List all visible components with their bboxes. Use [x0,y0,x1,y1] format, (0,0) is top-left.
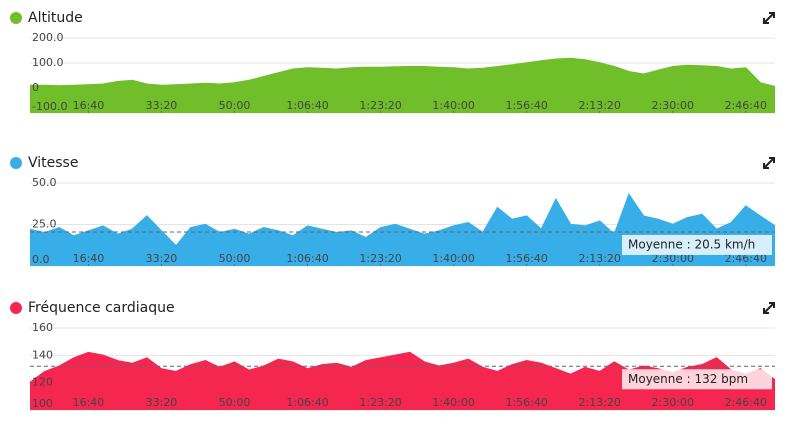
area-fill [30,352,775,410]
x-tick-label: 16:40 [73,396,105,409]
chart-title: Vitesse [28,155,78,171]
y-tick-label: 0 [32,81,39,94]
y-tick-label: 100 [32,397,53,410]
x-tick-label: 2:46:40 [725,396,767,409]
y-tick-label: 100.0 [32,56,64,69]
expand-icon[interactable] [763,12,775,314]
x-tick-label: 33:20 [146,99,178,112]
chart-panel: Fréquence cardiaque 100 120 140 160 16:40 33:2… [10,300,776,411]
x-tick-label: 1:40:00 [432,396,474,409]
x-tick-label: 33:20 [146,252,178,265]
y-tick-label: 120 [32,376,53,389]
x-tick-label: 1:06:40 [286,252,328,265]
x-tick-label: 2:13:20 [579,99,621,112]
y-tick-label: -100.0 [32,100,67,113]
area-fill [30,58,775,113]
average-label-box [622,234,772,255]
area-line [30,57,776,88]
x-tick-label: 1:40:00 [432,99,474,112]
y-tick-label: 160 [32,321,53,334]
x-tick-label: 2:13:20 [579,252,621,265]
x-tick-label: 2:13:20 [579,396,621,409]
x-tick-label: 2:30:00 [652,99,694,112]
chart-panel: Altitude -100.0 0 100.0 200.0 16:40 33:20 50:00… [10,10,776,114]
x-tick-label: 2:30:00 [652,396,694,409]
x-tick-label: 1:56:40 [505,99,547,112]
x-tick-label: 2:46:40 [725,252,767,265]
x-tick-label: 1:56:40 [505,252,547,265]
area-fill [30,194,775,266]
x-tick-label: 1:23:20 [359,396,401,409]
x-tick-label: 16:40 [73,99,105,112]
x-tick-label: 1:23:20 [359,252,401,265]
y-tick-label: 25.0 [32,218,57,231]
y-tick-label: 50.0 [32,176,57,189]
x-tick-label: 50:00 [219,396,251,409]
legend-dot [10,157,22,169]
area-line [29,192,776,248]
chart-title: Altitude [28,10,83,26]
area-line [29,351,776,384]
y-tick-label: 0.0 [32,253,50,266]
x-tick-label: 50:00 [219,252,251,265]
x-tick-label: 1:06:40 [286,396,328,409]
chart-panel: Vitesse 0.0 25.0 50.0 16:40 33:20 50:00 1:06:40… [10,155,776,267]
x-tick-label: 50:00 [219,99,251,112]
x-tick-label: 2:30:00 [652,252,694,265]
x-tick-label: 1:40:00 [432,252,474,265]
average-label: Moyenne : 20.5 km/h [628,237,755,251]
y-tick-label: 200.0 [32,31,64,44]
average-label-box [622,369,772,390]
chart-title: Fréquence cardiaque [28,300,175,316]
x-tick-label: 1:56:40 [505,396,547,409]
x-tick-label: 16:40 [73,252,105,265]
x-tick-label: 2:46:40 [725,99,767,112]
y-tick-label: 140 [32,348,53,361]
x-tick-label: 1:23:20 [359,99,401,112]
x-tick-label: 1:06:40 [286,99,328,112]
legend-dot [10,12,22,24]
x-tick-label: 33:20 [146,396,178,409]
legend-dot [10,302,22,314]
average-label: Moyenne : 132 bpm [628,372,748,386]
